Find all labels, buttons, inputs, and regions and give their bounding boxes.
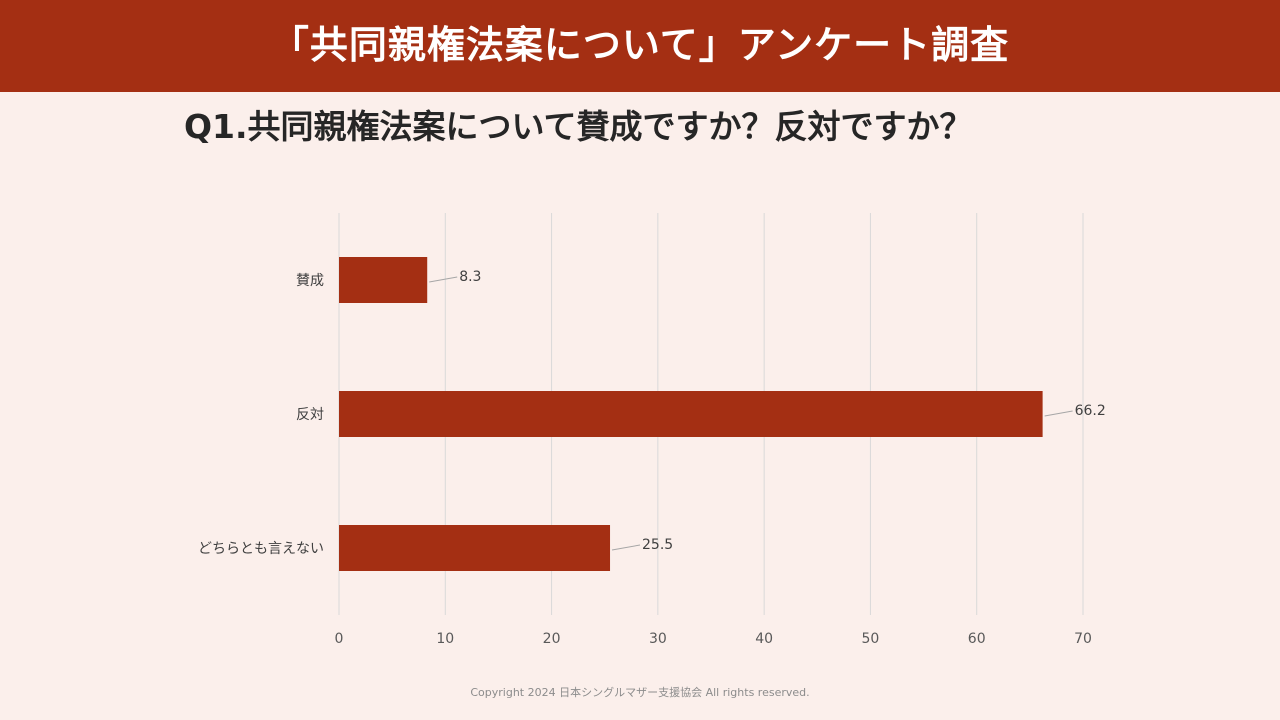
x-tick-label: 20 [543,631,561,647]
data-label: 66.2 [1075,403,1106,419]
x-tick-label: 60 [968,631,986,647]
x-tick-label: 0 [335,631,344,647]
question-title: Q1.共同親権法案について賛成ですか？反対ですか？ [184,107,973,146]
x-tick-label: 40 [755,631,773,647]
x-tick-label: 70 [1074,631,1092,647]
header-title: 「共同親権法案について」アンケート調査 [270,23,1010,67]
data-label-leader-1 [1044,410,1073,417]
x-tick-label: 50 [862,631,880,647]
x-tick-label: 10 [436,631,454,647]
data-label-leader-2 [611,544,641,551]
category-label: 反対 [296,407,324,423]
data-label-leader-0 [429,276,458,283]
header-bar: 「共同親権法案について」アンケート調査 [0,0,1280,92]
bar-2 [339,525,611,571]
bar-1 [339,391,1043,437]
category-label: 賛成 [296,273,324,289]
copyright-notice: Copyright 2024 日本シングルマザー支援協会 All rights … [470,686,810,699]
bar-0 [339,257,428,303]
data-label: 25.5 [642,537,673,553]
data-label: 8.3 [459,269,481,285]
category-label: どちらとも言えない [198,541,324,557]
x-tick-label: 30 [649,631,667,647]
